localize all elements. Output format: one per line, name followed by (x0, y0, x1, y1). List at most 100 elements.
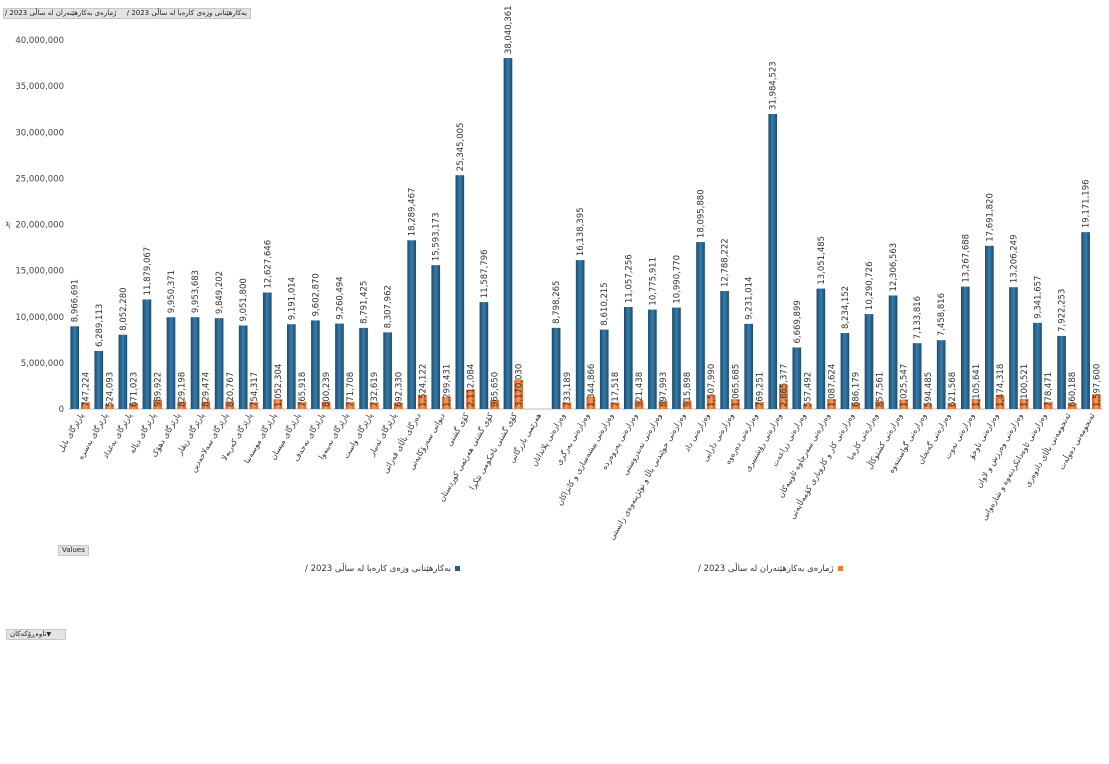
bar-consumers (1091, 394, 1101, 409)
values-field-button[interactable]: Values (58, 545, 89, 556)
data-label-consumers: 1,100,521 (1020, 364, 1030, 407)
bar-consumers (706, 395, 716, 409)
data-label-energy: 19,171,196 (1082, 179, 1092, 228)
bar-consumers (345, 401, 355, 409)
data-label-energy: 7,133,816 (913, 296, 923, 339)
data-label-consumers: 747,224 (81, 372, 91, 407)
bar-energy (142, 299, 152, 409)
bar-energy (744, 323, 753, 409)
data-label-energy: 11,879,067 (143, 247, 153, 296)
bar-energy (648, 309, 657, 409)
data-label-consumers: 857,561 (876, 372, 886, 407)
data-label-energy: 18,095,880 (697, 189, 707, 238)
bar-energy (888, 295, 898, 409)
filter-field-button[interactable]: ناوەڕۆکەکان▼ (6, 629, 66, 640)
data-label-energy: 13,267,688 (961, 234, 971, 283)
bar-energy (1009, 287, 1018, 409)
legend-label-energy: بەکارهێنانی وزەی کارەبا لە ساڵی 2023 / (305, 564, 452, 574)
bar-consumers (947, 403, 957, 409)
data-label-consumers: 915,898 (683, 372, 693, 407)
bar-energy (407, 240, 417, 409)
bar-energy (696, 242, 705, 409)
data-label-consumers: 820,767 (226, 372, 236, 407)
bar-energy (1057, 335, 1066, 409)
bar-consumers (297, 401, 307, 409)
data-label-consumers: 769,251 (755, 372, 765, 407)
data-label-consumers: 732,619 (370, 372, 380, 407)
data-label-energy: 9,341,657 (1033, 276, 1043, 319)
dropdown-arrow-icon[interactable]: ▼ (46, 631, 52, 638)
bar-energy (190, 317, 200, 409)
data-label-consumers: 800,239 (322, 372, 332, 407)
bar-consumers (971, 398, 981, 409)
bar-consumers (321, 401, 331, 409)
bar-consumers (730, 399, 740, 409)
data-label-consumers: 829,474 (202, 372, 212, 407)
data-label-consumers: 660,188 (1068, 372, 1078, 407)
bar-energy (864, 314, 874, 409)
bar-energy (118, 334, 128, 409)
data-label-consumers: 2,665,377 (779, 364, 789, 407)
bar-consumers (514, 379, 523, 409)
data-label-consumers: 771,708 (346, 372, 356, 407)
bar-consumers (105, 404, 114, 409)
legend-item-energy: بەکارهێنانی وزەی کارەبا لە ساڵی 2023 / (305, 564, 461, 574)
data-label-consumers: 897,993 (659, 372, 669, 407)
data-label-consumers: 778,471 (1044, 372, 1054, 407)
y-tick-label: 10,000,000 (15, 313, 64, 323)
data-label-consumers: 921,438 (635, 372, 645, 407)
bar-energy (816, 288, 826, 409)
data-label-energy: 8,966,691 (71, 279, 81, 322)
bar-chart: 0 5,000,000 10,000,000 15,000,000 20,000,000… (1, 5, 1103, 541)
data-label-consumers: 1,087,624 (828, 364, 838, 407)
data-label-consumers: 1,344,866 (587, 364, 597, 407)
data-label-energy: 8,052,280 (119, 287, 129, 330)
data-label-consumers: 1,524,122 (418, 364, 428, 407)
bar-consumers (610, 402, 620, 409)
x-category-label: وەزارەتی وەرزش و لاوان (974, 411, 1024, 489)
bar-consumers (803, 403, 812, 409)
bar-energy (599, 329, 609, 409)
bar-energy (262, 292, 272, 409)
bar-energy (335, 323, 344, 409)
data-label-energy: 6,669,899 (793, 300, 803, 343)
bar-consumers (201, 401, 211, 409)
data-label-energy: 8,798,265 (552, 281, 562, 324)
y-axis-label: بڕ (1, 221, 10, 229)
bar-consumers (273, 399, 283, 409)
pivot-row-fields[interactable]: بەکارهێنانی وزەی کارەبا لە ساڵی 2023 / ژ… (3, 8, 251, 19)
bar-energy (936, 340, 946, 409)
bar-energy (383, 332, 392, 409)
data-label-consumers: 1,025,547 (900, 364, 910, 407)
y-tick-label: 35,000,000 (15, 82, 64, 92)
pivot-field-energy[interactable]: بەکارهێنانی وزەی کارەبا لە ساڵی 2023 / (126, 9, 247, 17)
bar-consumers (923, 403, 933, 409)
bar-energy (912, 343, 922, 409)
data-label-consumers: 754,317 (250, 372, 260, 407)
bar-energy (359, 327, 368, 409)
bar-energy (792, 347, 802, 409)
data-label-energy: 13,206,249 (1009, 235, 1019, 284)
data-label-consumers: 594,485 (924, 372, 934, 407)
pivot-field-consumers[interactable]: ژمارەی بەکارهێنەران لە ساڵی 2023 / (4, 9, 117, 17)
data-label-energy: 8,791,425 (360, 281, 370, 324)
bar-consumers (153, 399, 162, 409)
data-label-consumers: 733,189 (563, 372, 573, 407)
bar-consumers (827, 398, 836, 409)
bar-consumers (851, 402, 860, 409)
bar-consumers (995, 395, 1005, 409)
data-label-consumers: 1,507,990 (707, 364, 717, 407)
bar-consumers (369, 402, 379, 409)
data-label-energy: 13,051,485 (817, 236, 827, 285)
bar-energy (311, 320, 320, 409)
data-label-energy: 7,458,816 (937, 293, 947, 336)
data-label-energy: 8,234,152 (841, 286, 851, 329)
data-label-energy: 9,953,683 (191, 270, 201, 313)
bar-consumers (418, 394, 427, 409)
data-label-consumers: 1,299,431 (442, 364, 452, 407)
bar-consumers (562, 402, 572, 409)
bar-energy (985, 245, 994, 409)
data-label-consumers: 3,170,030 (515, 364, 525, 407)
data-label-energy: 9,051,800 (239, 278, 249, 321)
data-label-consumers: 557,492 (803, 372, 813, 407)
